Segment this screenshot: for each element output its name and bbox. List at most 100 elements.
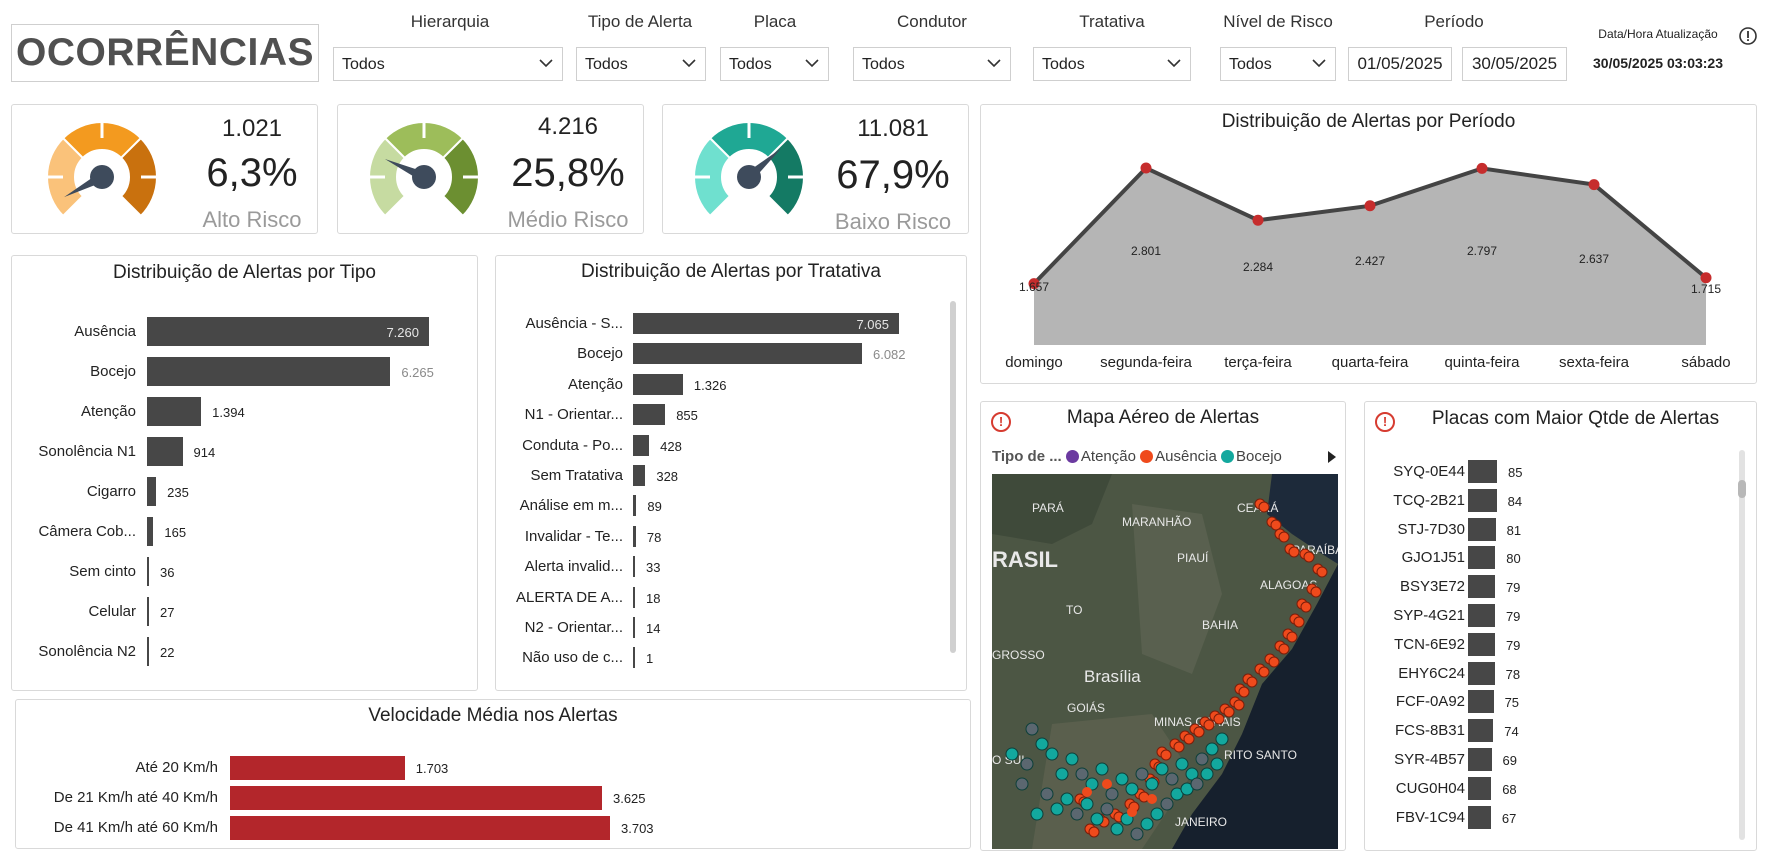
warning-icon[interactable]: ! (991, 412, 1011, 432)
bar-value: 74 (1504, 724, 1519, 740)
map-point-bocejo (1005, 747, 1019, 761)
map-point-bocejo (1060, 792, 1074, 806)
kpi-label: Alto Risco (202, 207, 302, 232)
map-point-bocejo (1110, 822, 1124, 836)
period-end-input[interactable]: 30/05/2025 (1462, 47, 1567, 81)
bar-value: 18 (646, 590, 661, 606)
bar (1468, 460, 1497, 483)
bar-value: 79 (1505, 580, 1521, 596)
filter-value: Todos (862, 56, 905, 73)
chart-title: Placas com Maior Qtde de Alertas (1431, 408, 1720, 429)
filter-label-tratativa: Tratativa (1079, 12, 1145, 31)
filter-tipo-alerta[interactable]: Todos (576, 47, 706, 81)
bar-value: 36 (160, 565, 175, 580)
filter-value: Todos (729, 56, 772, 73)
map-view[interactable]: PARÁMARANHÃOCEARÁRASILPIAUÍPARAÍBAALAGOA… (992, 474, 1338, 849)
bar (1468, 575, 1495, 599)
bar (147, 557, 149, 586)
filter-hierarquia[interactable]: Todos (333, 47, 563, 81)
bar (147, 477, 157, 506)
kpi-count: 4.216 (537, 113, 599, 140)
chart-tratativa: Distribuição de Alertas por Tratativa Au… (495, 255, 967, 691)
chevron-down-icon (539, 59, 553, 68)
map-place-label: GROSSO (992, 648, 1045, 662)
info-icon[interactable] (1738, 26, 1758, 46)
period-start-input[interactable]: 01/05/2025 (1348, 47, 1452, 81)
update-label: Data/Hora Atualização (1598, 27, 1718, 41)
map-point-bocejo (1080, 797, 1094, 811)
bar (230, 786, 602, 810)
data-point (1476, 162, 1488, 174)
data-point (1028, 278, 1040, 290)
chevron-down-icon (1312, 59, 1326, 68)
bar-label: Conduta - Po... (522, 436, 623, 454)
legend-label: Atenção (1080, 448, 1136, 465)
map-point-ausencia (1223, 706, 1235, 718)
bar-label: Sonolência N2 (38, 643, 136, 660)
scrollbar[interactable] (950, 301, 956, 653)
bar (1468, 604, 1495, 627)
bar (633, 465, 646, 486)
bar (230, 756, 405, 780)
bar-label: De 41 Km/h até 60 Km/h (53, 819, 218, 836)
bar-value: 914 (193, 445, 216, 460)
bar-value: 165 (164, 525, 187, 540)
bar-label: Sem Tratativa (530, 467, 623, 484)
plate-label: FBV-1C94 (1395, 808, 1465, 826)
bar-value: 1 (646, 651, 654, 667)
data-point (1700, 272, 1712, 284)
kpi-card-baixo-risco: 11.081 67,9% Baixo Risco (662, 104, 969, 234)
bar-value: 3.625 (612, 791, 646, 806)
map-ocean (1172, 564, 1338, 849)
bar (633, 373, 683, 395)
map-point-bocejo (1155, 762, 1169, 776)
bar-label: Ausência - S... (525, 315, 623, 332)
bar (633, 404, 666, 426)
map-point-ausencia (1278, 531, 1290, 543)
map-point-bocejo (1115, 772, 1129, 786)
filter-placa[interactable]: Todos (720, 47, 829, 81)
warning-icon[interactable]: ! (1375, 412, 1395, 432)
area-fill (1034, 168, 1706, 345)
map-point-atencao (1160, 797, 1174, 811)
scrollbar-thumb[interactable] (1738, 480, 1746, 498)
filter-condutor[interactable]: Todos (853, 47, 1011, 81)
map-point-ausencia (1147, 794, 1157, 804)
x-tick-label: quarta-feira (1332, 354, 1409, 371)
legend-item-ausencia[interactable]: Ausência (1140, 448, 1217, 465)
map-point-ausencia (1082, 787, 1092, 797)
data-label: 1.657 (1019, 280, 1049, 294)
bar-label: N2 - Orientar... (524, 619, 623, 636)
map-title: Mapa Aéreo de Alertas (1066, 407, 1260, 428)
map-point-ausencia (1310, 586, 1322, 598)
filter-label-hierarquia: Hierarquia (410, 12, 490, 31)
map-place-label: PIAUÍ (1177, 550, 1209, 565)
bar-label: Sonolência N1 (38, 443, 136, 460)
map-legend: Tipo de ... Atenção Ausência Bocejo (992, 448, 1282, 465)
data-label: 1.715 (1691, 282, 1721, 296)
bar-value: 7.065 (856, 317, 889, 332)
scrollbar[interactable] (1739, 450, 1745, 840)
period-label: Período (1424, 12, 1484, 31)
x-tick-label: quinta-feira (1444, 354, 1520, 371)
filter-tratativa[interactable]: Todos (1033, 47, 1191, 81)
bar (230, 816, 610, 840)
map-point-atencao (1070, 807, 1084, 821)
bar-label: Câmera Cob... (38, 523, 136, 540)
legend-item-bocejo[interactable]: Bocejo (1221, 448, 1282, 465)
map-point-bocejo (1095, 762, 1109, 776)
legend-item-atencao[interactable]: Atenção (1065, 448, 1136, 465)
filter-value: Todos (1229, 56, 1272, 73)
filter-nivel-risco[interactable]: Todos (1220, 47, 1336, 81)
map-point-ausencia (1193, 726, 1205, 738)
plate-label: FCF-0A92 (1395, 693, 1465, 711)
map-point-bocejo (1140, 817, 1154, 831)
play-icon[interactable] (1327, 450, 1337, 464)
gauge-segment (119, 136, 158, 218)
legend-dot (1221, 450, 1235, 463)
bar (1468, 488, 1497, 512)
bar (1468, 776, 1492, 800)
legend-title: Tipo de ... (992, 448, 1062, 465)
data-label: 2.427 (1355, 254, 1385, 268)
map-ocean (1267, 474, 1338, 564)
